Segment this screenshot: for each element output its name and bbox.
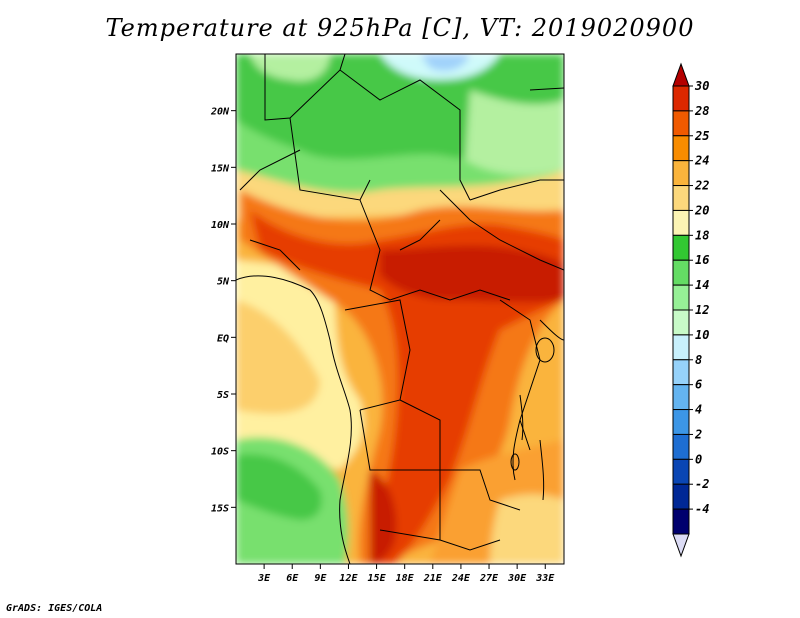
lon-label: 3E: [257, 573, 271, 584]
colorbar-segment: [672, 160, 690, 187]
country-borders: [236, 54, 564, 564]
lat-label: 10S: [211, 447, 229, 458]
colorbar-arrow-bottom: [672, 533, 690, 558]
colorbar-label: 2: [694, 427, 702, 441]
colorbar-label: 30: [694, 79, 709, 93]
colorbar-segment: [672, 334, 690, 361]
field-blue: [420, 54, 470, 72]
lat-label: 5N: [217, 277, 230, 288]
colorbar-label: -2: [695, 477, 709, 491]
lon-label: 30E: [507, 573, 527, 584]
colorbar-label: 20: [694, 203, 709, 217]
colorbar-segment: [672, 458, 690, 485]
colorbar-label: 16: [695, 253, 709, 267]
lat-label: 5S: [217, 390, 229, 401]
lon-label: 24E: [451, 573, 471, 584]
colorbar-label: 12: [695, 303, 709, 317]
colorbar-segment: [672, 433, 690, 460]
colorbar-segment: [672, 85, 690, 112]
longitude-axis: 3E 6E 9E 12E 15E 18E 21E 24E 27E 30E 33E: [257, 564, 555, 584]
lon-label: 18E: [396, 573, 415, 584]
colorbar-label: 10: [695, 328, 709, 342]
colorbar-segment: [672, 508, 690, 535]
colorbar-label: 22: [694, 179, 709, 193]
colorbar-segment: [672, 284, 690, 311]
colorbar-label: 14: [695, 278, 709, 292]
colorbar-segment: [672, 234, 690, 261]
field-darkred-core: [380, 245, 564, 303]
colorbar-segment: [672, 384, 690, 411]
colorbar-label: 18: [695, 228, 709, 242]
lat-label: 10N: [211, 220, 230, 231]
lat-label: 15N: [211, 163, 230, 174]
colorbar-label: 25: [694, 129, 709, 143]
lon-label: 21E: [423, 573, 443, 584]
latitude-axis: 20N 15N 10N 5N EQ 5S 10S 15S: [210, 107, 236, 514]
lon-label: 27E: [479, 573, 499, 584]
field-sw-darkgreen: [236, 454, 322, 520]
colorbar-segment: [672, 259, 690, 286]
colorbar-segment: [672, 409, 690, 435]
colorbar-label: 8: [695, 353, 702, 367]
lat-label: 15S: [211, 503, 229, 514]
colorbar-label: 28: [694, 104, 709, 118]
lakes: [510, 337, 555, 501]
colorbar-label: 0: [695, 452, 702, 466]
colorbar-segment: [672, 110, 690, 137]
lon-label: 6E: [286, 573, 299, 584]
colorbar-label: 6: [695, 378, 702, 392]
colorbar-segment: [672, 209, 690, 236]
colorbar-segment: [672, 359, 690, 386]
lat-label: EQ: [217, 333, 229, 344]
colorbar-segment: [672, 483, 690, 510]
field-angola-darkred: [370, 470, 397, 564]
colorbar-segment: [672, 135, 690, 162]
field-nw-lightgreen: [250, 54, 330, 82]
field-libya-green: [300, 54, 564, 140]
field-se-yellow: [490, 494, 564, 564]
footer-credit: GrADS: IGES/COLA: [6, 603, 103, 614]
lon-label: 15E: [368, 573, 387, 584]
colorbar-label: 4: [695, 403, 702, 417]
colorbar-label: 24: [694, 154, 709, 168]
colorbar-arrow-top: [672, 62, 690, 87]
field-gulf-yellow: [236, 300, 320, 414]
map-frame: [235, 53, 565, 565]
lon-label: 12E: [339, 573, 358, 584]
colorbar-segment: [672, 309, 690, 336]
lon-label: 9E: [314, 573, 327, 584]
chart-title: Temperature at 925hPa [C], VT: 201902090…: [105, 14, 695, 42]
lat-label: 20N: [210, 107, 230, 118]
field-sudan-lightgreen: [465, 90, 564, 176]
temperature-field: [236, 54, 564, 564]
colorbar-segment: [672, 185, 690, 211]
lon-label: 33E: [535, 573, 555, 584]
colorbar-label: -4: [695, 502, 709, 516]
